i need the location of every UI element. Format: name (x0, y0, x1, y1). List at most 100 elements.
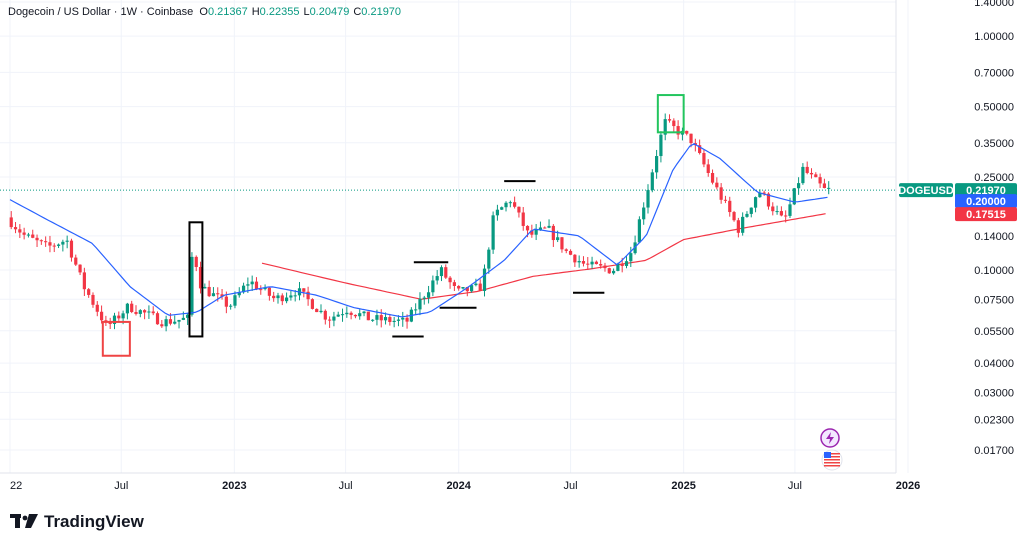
candle (388, 314, 392, 326)
candle (753, 196, 758, 213)
candle (603, 262, 607, 272)
candle (194, 255, 198, 272)
candle (762, 190, 766, 196)
candle (577, 255, 581, 268)
candle-body (827, 187, 831, 189)
candle (568, 249, 573, 256)
candle-body (190, 256, 194, 315)
candle-body (56, 244, 61, 246)
candle (358, 309, 362, 320)
candle (818, 173, 822, 188)
candle (611, 268, 616, 275)
symbol-tag: DOGEUSD (898, 183, 954, 198)
candle (345, 306, 349, 318)
x-tick-label: Jul (788, 480, 802, 492)
candle-body (637, 219, 641, 243)
candle-body (564, 249, 568, 251)
candle-body (452, 282, 456, 286)
candle (667, 114, 672, 123)
candle-body (22, 232, 26, 235)
black-box-annotation (188, 221, 204, 338)
candle (82, 267, 86, 296)
lightning-badge-icon (820, 428, 840, 448)
candle-body (134, 312, 138, 314)
candle (134, 305, 138, 316)
flag-stripe (824, 459, 840, 461)
candle-body (263, 287, 267, 290)
candle (26, 232, 31, 238)
candle (728, 196, 732, 217)
ma-slow-layer (261, 213, 826, 300)
candle-body (246, 284, 250, 286)
candle (452, 279, 456, 291)
candle-body (371, 319, 375, 321)
candle-body (422, 297, 426, 299)
candle (349, 311, 353, 320)
candle-body (685, 130, 689, 134)
candle-body (710, 172, 715, 183)
candle (551, 224, 555, 247)
candle-body (143, 310, 147, 313)
y-tick-label: 0.70000 (974, 67, 1014, 79)
green-box-annotation (656, 94, 685, 134)
candle-body (284, 297, 289, 302)
interval-label[interactable]: 1W (120, 6, 138, 18)
candle-body (147, 311, 151, 313)
candle (254, 277, 259, 291)
x-tick-label: 2026 (896, 480, 920, 492)
candle (814, 172, 818, 178)
candle-body (112, 315, 117, 324)
candle (637, 216, 641, 243)
candle-body (18, 229, 22, 233)
candle-body (487, 249, 491, 269)
candle-body (414, 309, 418, 311)
candle-body (590, 261, 594, 265)
tradingview-logo[interactable]: TradingView (10, 512, 144, 532)
candle-body (259, 289, 263, 291)
candle (710, 169, 715, 185)
candle (319, 304, 323, 314)
candle-body (667, 119, 672, 121)
candle-body (788, 204, 792, 216)
candle-body (762, 192, 766, 194)
candle-body (435, 276, 439, 281)
candle-body (250, 281, 254, 285)
candle (495, 204, 500, 221)
candle (190, 252, 194, 317)
ma-fast-tag-bg (955, 194, 1017, 209)
candle-body (732, 212, 736, 221)
candle-body (521, 212, 525, 226)
candle (663, 113, 667, 141)
candle-body (117, 315, 121, 319)
candle (431, 275, 435, 297)
candle-body (155, 313, 160, 325)
candle-body (758, 192, 762, 198)
candle (439, 265, 444, 282)
candle (371, 319, 375, 322)
candle-body (599, 264, 603, 266)
ma-fast-layer (9, 143, 828, 318)
low-value: 0.20479 (309, 6, 350, 18)
symbol-name[interactable]: Dogecoin / US Dollar (8, 6, 111, 18)
candle-body (801, 166, 805, 184)
candle (547, 219, 551, 229)
candle (280, 293, 284, 306)
candle-body (130, 303, 134, 313)
candles-layer (9, 113, 831, 332)
candle-body (280, 295, 284, 302)
candle-body (396, 319, 401, 321)
candle-body (814, 174, 818, 178)
candle (13, 222, 18, 234)
candle (91, 292, 95, 308)
y-tick-label: 0.25000 (974, 172, 1014, 184)
candle (715, 177, 719, 190)
candle (276, 292, 280, 304)
candle (482, 264, 487, 297)
candle-body (805, 166, 809, 173)
candle-body (573, 254, 577, 263)
candle-body (581, 261, 586, 264)
candle-body (211, 293, 216, 297)
candle-body (26, 234, 31, 236)
